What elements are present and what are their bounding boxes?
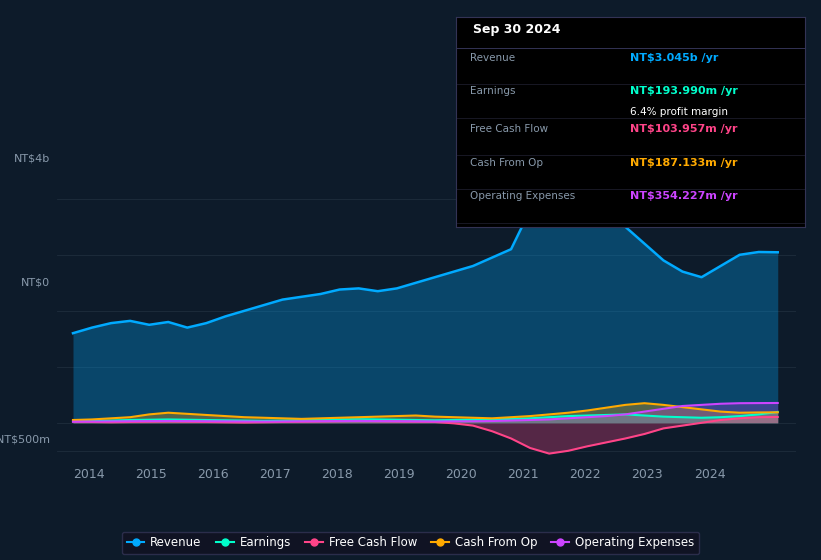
Legend: Revenue, Earnings, Free Cash Flow, Cash From Op, Operating Expenses: Revenue, Earnings, Free Cash Flow, Cash … (122, 531, 699, 554)
Text: Sep 30 2024: Sep 30 2024 (473, 23, 561, 36)
Text: -NT$500m: -NT$500m (0, 435, 50, 444)
Text: Cash From Op: Cash From Op (470, 157, 543, 167)
Text: NT$354.227m /yr: NT$354.227m /yr (631, 191, 738, 201)
Text: 6.4% profit margin: 6.4% profit margin (631, 107, 728, 117)
Text: NT$193.990m /yr: NT$193.990m /yr (631, 86, 738, 96)
Text: Free Cash Flow: Free Cash Flow (470, 124, 548, 134)
Text: NT$187.133m /yr: NT$187.133m /yr (631, 157, 737, 167)
Text: NT$0: NT$0 (21, 278, 50, 288)
Text: NT$3.045b /yr: NT$3.045b /yr (631, 53, 718, 63)
Text: Operating Expenses: Operating Expenses (470, 191, 575, 201)
Text: Revenue: Revenue (470, 53, 515, 63)
Text: NT$103.957m /yr: NT$103.957m /yr (631, 124, 737, 134)
Text: Earnings: Earnings (470, 86, 515, 96)
Text: NT$4b: NT$4b (14, 154, 50, 164)
